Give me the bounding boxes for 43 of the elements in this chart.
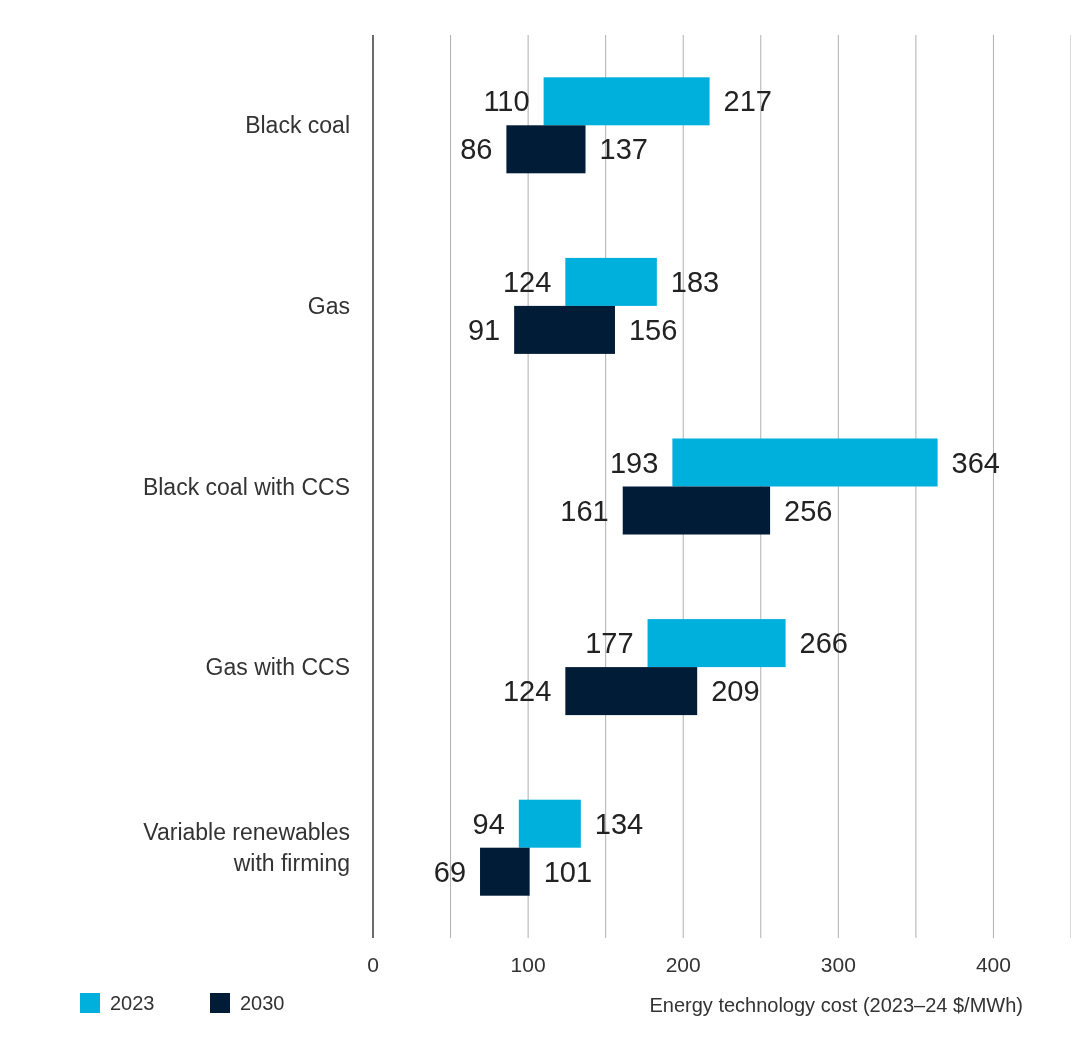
bar: [518, 799, 581, 848]
annotation: 183: [670, 265, 720, 298]
annotation: 124: [502, 675, 552, 708]
annotation: 86: [460, 133, 493, 166]
annotation: 124: [502, 265, 552, 298]
annotation: 256: [784, 494, 833, 527]
x-tick-label: 100: [510, 953, 546, 976]
bar: [622, 486, 771, 535]
annotation: 193: [609, 446, 659, 479]
annotation: 94: [472, 807, 505, 840]
x-tick-label: 300: [820, 953, 856, 976]
annotation: 364: [951, 446, 1000, 479]
bar: [565, 257, 657, 306]
y-tick-label: Gas: [307, 292, 350, 319]
annotation: 209: [711, 675, 760, 708]
annotation: 110: [483, 85, 530, 118]
annotation: 134: [594, 807, 644, 840]
legend-label: 2023: [110, 992, 155, 1014]
bar: [647, 619, 786, 668]
annotation: 137: [599, 133, 648, 166]
x-tick-label: 200: [665, 953, 701, 976]
x-tick-label: 400: [975, 953, 1011, 976]
bar: [543, 77, 710, 126]
annotation: 161: [560, 494, 609, 527]
bar: [480, 847, 530, 896]
y-tick-label: Variable renewables with firming: [143, 819, 350, 877]
y-tick-label: Black coal: [245, 112, 350, 139]
x-tick-label: 0: [367, 953, 379, 976]
bar: [672, 438, 938, 487]
annotation: 266: [799, 627, 848, 660]
annotation: 69: [433, 855, 467, 888]
annotation: 101: [543, 855, 593, 888]
x-axis-title: Energy technology cost (2023–24 $/MWh): [649, 994, 1023, 1016]
legend-label: 2030: [240, 992, 285, 1014]
annotation: 177: [585, 627, 634, 660]
annotation: 91: [467, 313, 501, 346]
bar: [514, 305, 615, 354]
y-tick-label: Black coal with CCS: [142, 473, 350, 500]
annotation: 156: [628, 313, 678, 346]
bar: [506, 125, 586, 174]
bar: [565, 667, 698, 716]
y-tick-label: Gas with CCS: [205, 654, 350, 681]
annotation: 217: [723, 85, 772, 118]
